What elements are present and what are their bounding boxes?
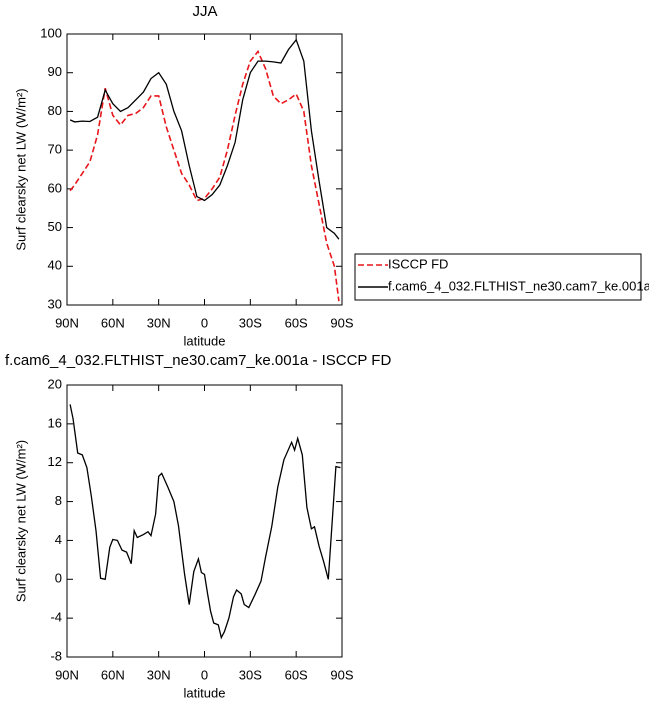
y-tick-label: 4 bbox=[55, 532, 62, 547]
y-tick-label: 80 bbox=[48, 103, 62, 118]
y-axis-label: Surf clearsky net LW (W/m²) bbox=[13, 440, 28, 602]
x-tick-label: 90N bbox=[55, 315, 79, 330]
y-tick-label: -4 bbox=[50, 610, 62, 625]
data-line bbox=[69, 49, 340, 302]
plot-frame bbox=[66, 33, 343, 306]
y-tick-label: 90 bbox=[48, 64, 62, 79]
legend-label: ISCCP FD bbox=[388, 256, 448, 271]
x-tick-label: 90S bbox=[330, 315, 353, 330]
x-tick-label: 30N bbox=[147, 315, 171, 330]
x-tick-label: 30N bbox=[147, 667, 171, 682]
chart-title: f.cam6_4_032.FLTHIST_ne30.cam7_ke.001a -… bbox=[5, 352, 391, 369]
y-tick-label: 16 bbox=[48, 415, 62, 430]
x-axis-label: latitude bbox=[184, 685, 226, 700]
data-line bbox=[69, 38, 340, 240]
legend-label: f.cam6_4_032.FLTHIST_ne30.cam7_ke.001a bbox=[388, 278, 649, 293]
data-line bbox=[69, 404, 341, 640]
x-tick-label: 90S bbox=[330, 667, 353, 682]
x-tick-label: 60S bbox=[285, 315, 308, 330]
chart-title: JJA bbox=[192, 3, 217, 20]
x-tick-label: 60N bbox=[101, 667, 125, 682]
y-tick-label: 60 bbox=[48, 180, 62, 195]
y-tick-label: 100 bbox=[40, 25, 62, 40]
x-tick-label: 60N bbox=[101, 315, 125, 330]
y-tick-label: -8 bbox=[50, 648, 62, 663]
y-tick-label: 0 bbox=[55, 571, 62, 586]
x-tick-label: 90N bbox=[55, 667, 79, 682]
legend-box bbox=[354, 253, 642, 301]
x-tick-label: 60S bbox=[285, 667, 308, 682]
y-tick-label: 20 bbox=[48, 376, 62, 391]
x-tick-label: 0 bbox=[201, 667, 208, 682]
y-tick-label: 50 bbox=[48, 219, 62, 234]
x-tick-label: 30S bbox=[239, 315, 262, 330]
x-axis-label: latitude bbox=[184, 333, 226, 348]
y-axis-label: Surf clearsky net LW (W/m²) bbox=[13, 88, 28, 250]
y-tick-label: 12 bbox=[48, 454, 62, 469]
x-tick-label: 30S bbox=[239, 667, 262, 682]
y-tick-label: 40 bbox=[48, 258, 62, 273]
x-tick-label: 0 bbox=[201, 315, 208, 330]
y-tick-label: 30 bbox=[48, 296, 62, 311]
y-tick-label: 70 bbox=[48, 142, 62, 157]
plot-frame bbox=[66, 384, 343, 658]
y-tick-label: 8 bbox=[55, 493, 62, 508]
